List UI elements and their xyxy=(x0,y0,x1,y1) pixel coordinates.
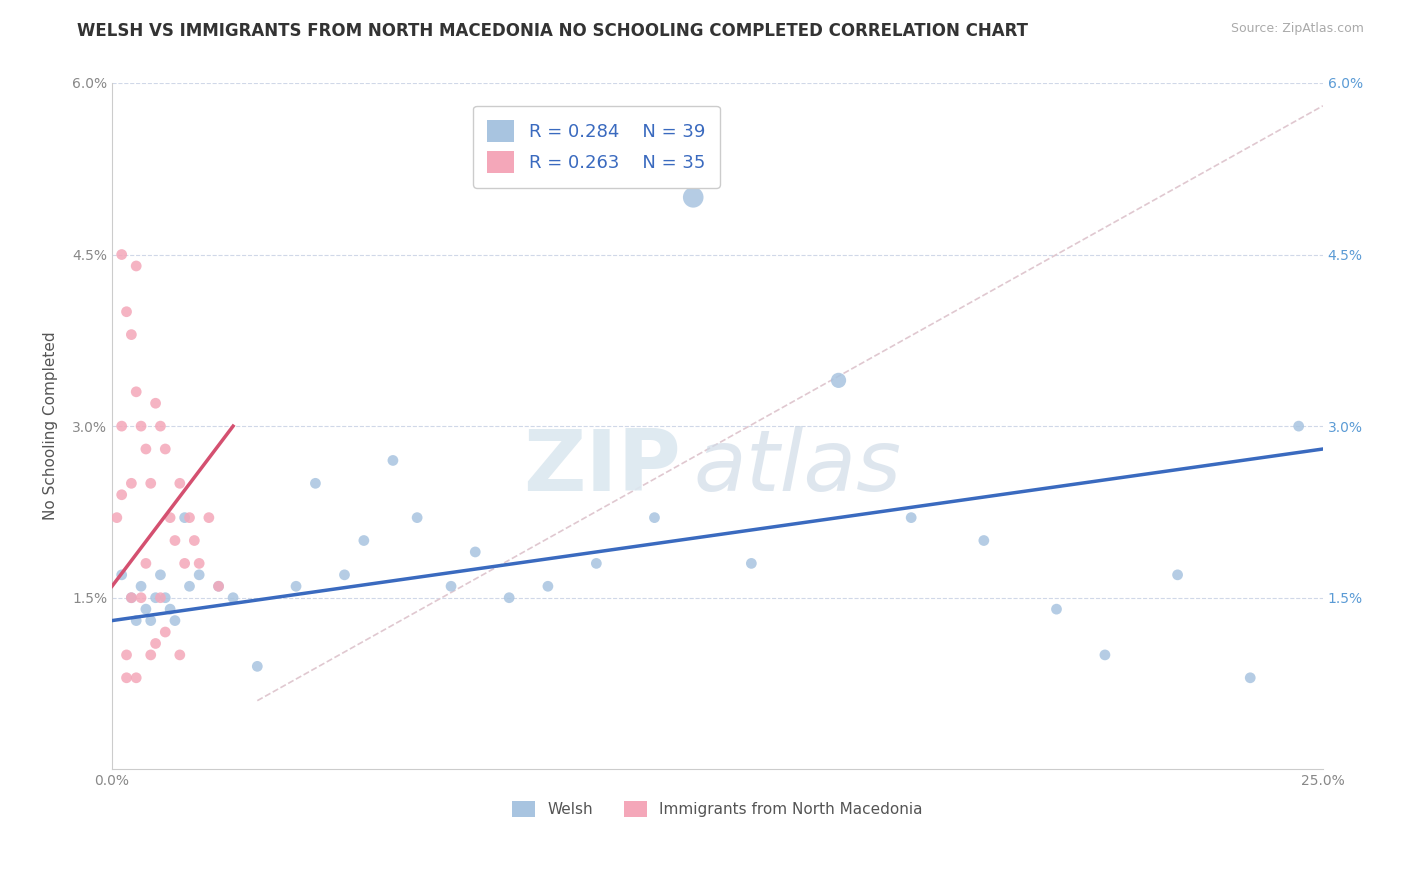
Point xyxy=(163,533,186,548)
Point xyxy=(353,533,375,548)
Point xyxy=(440,579,463,593)
Text: Source: ZipAtlas.com: Source: ZipAtlas.com xyxy=(1230,22,1364,36)
Point xyxy=(585,557,607,571)
Point xyxy=(149,419,172,434)
Point xyxy=(827,373,849,387)
Point xyxy=(169,648,191,662)
Point xyxy=(135,557,157,571)
Point xyxy=(145,636,167,650)
Point xyxy=(498,591,520,605)
Point xyxy=(120,327,142,342)
Point xyxy=(139,648,162,662)
Point xyxy=(135,602,157,616)
Point xyxy=(125,384,148,399)
Point xyxy=(125,259,148,273)
Point xyxy=(537,579,560,593)
Text: atlas: atlas xyxy=(693,425,901,508)
Point xyxy=(682,190,704,204)
Point xyxy=(149,591,172,605)
Point xyxy=(188,557,211,571)
Point xyxy=(183,533,205,548)
Point xyxy=(105,510,128,524)
Point xyxy=(159,510,181,524)
Point xyxy=(198,510,221,524)
Point xyxy=(285,579,308,593)
Point xyxy=(1239,671,1261,685)
Point xyxy=(149,567,172,582)
Point xyxy=(222,591,245,605)
Point xyxy=(111,488,134,502)
Point xyxy=(464,545,486,559)
Point xyxy=(115,671,138,685)
Point xyxy=(1167,567,1189,582)
Point xyxy=(973,533,995,548)
Point xyxy=(139,614,162,628)
Point xyxy=(169,476,191,491)
Point xyxy=(179,510,201,524)
Point xyxy=(207,579,229,593)
Point xyxy=(139,476,162,491)
Point xyxy=(129,419,152,434)
Point xyxy=(1094,648,1116,662)
Point xyxy=(111,419,134,434)
Text: ZIP: ZIP xyxy=(523,425,681,508)
Point xyxy=(304,476,326,491)
Point xyxy=(163,614,186,628)
Point xyxy=(115,648,138,662)
Point xyxy=(155,625,177,640)
Point xyxy=(120,591,142,605)
Point xyxy=(173,510,195,524)
Point xyxy=(246,659,269,673)
Point xyxy=(1045,602,1067,616)
Y-axis label: No Schooling Completed: No Schooling Completed xyxy=(44,332,58,520)
Point xyxy=(381,453,404,467)
Point xyxy=(145,396,167,410)
Point xyxy=(173,557,195,571)
Point xyxy=(333,567,356,582)
Point xyxy=(900,510,922,524)
Point xyxy=(120,476,142,491)
Point xyxy=(179,579,201,593)
Point xyxy=(115,304,138,318)
Text: WELSH VS IMMIGRANTS FROM NORTH MACEDONIA NO SCHOOLING COMPLETED CORRELATION CHAR: WELSH VS IMMIGRANTS FROM NORTH MACEDONIA… xyxy=(77,22,1028,40)
Point xyxy=(643,510,665,524)
Point xyxy=(207,579,229,593)
Point xyxy=(129,591,152,605)
Point xyxy=(111,247,134,261)
Point xyxy=(1288,419,1310,434)
Point xyxy=(188,567,211,582)
Point xyxy=(111,567,134,582)
Point xyxy=(125,614,148,628)
Point xyxy=(145,591,167,605)
Point xyxy=(740,557,762,571)
Point xyxy=(129,579,152,593)
Point xyxy=(135,442,157,456)
Point xyxy=(406,510,429,524)
Point xyxy=(120,591,142,605)
Point xyxy=(155,442,177,456)
Point xyxy=(159,602,181,616)
Legend: Welsh, Immigrants from North Macedonia: Welsh, Immigrants from North Macedonia xyxy=(506,796,928,823)
Point xyxy=(155,591,177,605)
Point xyxy=(125,671,148,685)
